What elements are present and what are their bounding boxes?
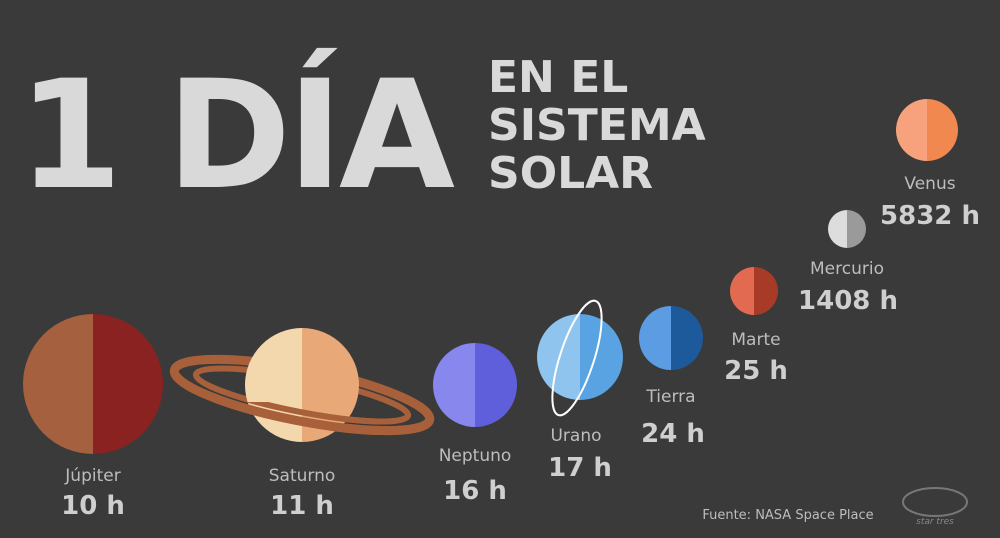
- day-length: 11 h: [270, 491, 334, 521]
- day-length: 1408 h: [798, 286, 898, 316]
- day-length: 10 h: [61, 491, 125, 521]
- earth: [639, 306, 703, 370]
- logo: star tres: [902, 487, 968, 527]
- planet-name: Venus: [904, 174, 955, 194]
- title-big: 1 DÍA: [18, 48, 455, 223]
- logo-text: star tres: [916, 517, 954, 527]
- planet-name: Neptuno: [439, 446, 512, 466]
- source: Fuente: NASA Space Place: [702, 508, 873, 523]
- day-length: 17 h: [548, 453, 612, 483]
- mars: [730, 267, 778, 315]
- planet-name: Tierra: [645, 387, 695, 407]
- day-length: 5832 h: [880, 201, 980, 231]
- planet-name: Saturno: [269, 466, 336, 486]
- title-line: EN EL: [488, 52, 628, 103]
- planet-name: Mercurio: [810, 259, 884, 279]
- uranus: [537, 299, 623, 417]
- jupiter: [23, 314, 163, 454]
- planet-name: Júpiter: [64, 466, 120, 486]
- planet-name: Marte: [731, 330, 780, 350]
- planet-name: Urano: [550, 426, 601, 446]
- saturn: [169, 328, 435, 442]
- day-length: 24 h: [641, 419, 705, 449]
- venus: [896, 99, 958, 161]
- day-length: 25 h: [724, 356, 788, 386]
- mercury: [828, 210, 866, 248]
- day-length: 16 h: [443, 476, 507, 506]
- neptune: [433, 343, 517, 427]
- title-line: SISTEMA: [488, 100, 706, 151]
- title-line: SOLAR: [488, 148, 653, 199]
